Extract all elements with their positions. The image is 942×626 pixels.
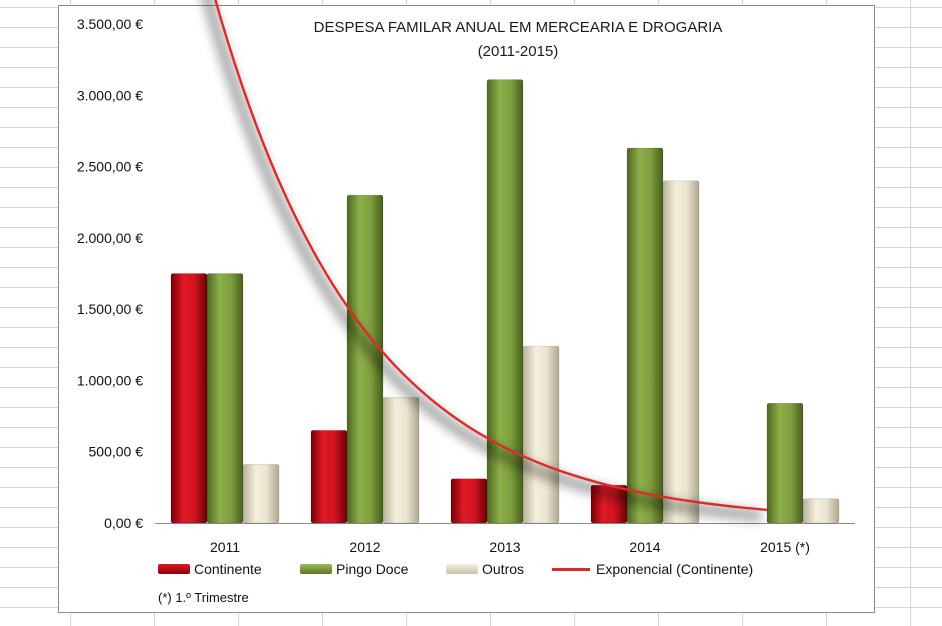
y-tick-label: 3.000,00 €	[77, 87, 143, 103]
bar-pingo-doce[interactable]	[766, 402, 804, 524]
bar-pingo-doce[interactable]	[486, 79, 524, 524]
trendline-shadow	[201, 0, 762, 522]
bar-outros[interactable]	[242, 464, 280, 524]
legend-swatch-trendline	[552, 567, 590, 571]
chart-subtitle: (2011-2015)	[477, 43, 559, 60]
bar-continente[interactable]	[310, 430, 348, 524]
trendline-continente[interactable]	[207, 0, 768, 512]
y-tick-label: 2.000,00 €	[77, 230, 143, 246]
bar-outros[interactable]	[522, 345, 560, 524]
bar-outros[interactable]	[802, 498, 840, 524]
legend-item-trendline: Exponencial (Continente)	[552, 560, 753, 578]
bar-pingo-doce[interactable]	[626, 147, 664, 524]
y-tick-label: 1.000,00 €	[77, 372, 143, 388]
x-tick-label: 2013	[489, 539, 520, 555]
bar-continente[interactable]	[170, 273, 208, 524]
legend-label-continente: Continente	[194, 561, 262, 577]
x-tick-label: 2011	[210, 539, 240, 555]
y-tick-label: 2.500,00 €	[77, 159, 143, 175]
legend-swatch-pingo-doce	[300, 564, 332, 574]
legend-swatch-continente	[158, 564, 190, 574]
y-tick-label: 1.500,00 €	[77, 301, 143, 317]
x-tick-label: 2012	[349, 539, 380, 555]
bar-outros[interactable]	[662, 180, 700, 524]
legend-item-continente: Continente	[158, 560, 262, 578]
legend-item-outros: Outros	[446, 560, 524, 578]
legend-label-outros: Outros	[482, 561, 525, 577]
legend-item-pingo-doce: Pingo Doce	[300, 560, 408, 578]
chart-footnote: (*) 1.º Trimestre	[158, 590, 249, 605]
bar-outros[interactable]	[382, 397, 420, 524]
y-tick-label: 0,00 €	[104, 515, 143, 531]
y-tick-label: 3.500,00 €	[77, 16, 143, 32]
bar-continente[interactable]	[450, 478, 488, 524]
chart-title: DESPESA FAMILAR ANUAL EM MERCEARIA E DRO…	[313, 19, 723, 36]
y-tick-label: 500,00 €	[89, 444, 144, 460]
legend-label-pingo-doce: Pingo Doce	[336, 561, 409, 577]
bar-pingo-doce[interactable]	[206, 273, 244, 524]
legend-label-trendline: Exponencial (Continente)	[596, 561, 754, 577]
x-tick-label: 2015 (*)	[760, 539, 810, 555]
x-tick-label: 2014	[629, 539, 660, 555]
legend-swatch-outros	[446, 564, 478, 574]
